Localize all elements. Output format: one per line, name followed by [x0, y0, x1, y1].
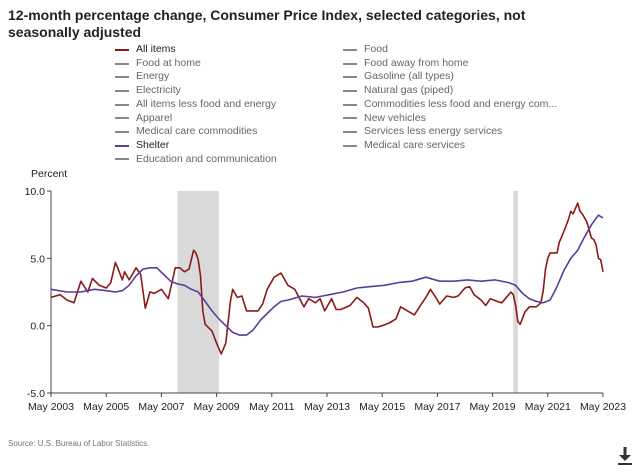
legend-item[interactable]: Food — [343, 43, 583, 57]
legend-item[interactable]: Gasoline (all types) — [343, 70, 583, 84]
legend-swatch — [343, 89, 357, 92]
legend-item[interactable]: All items less food and energy — [115, 98, 343, 112]
series-line-shelter — [50, 214, 604, 336]
legend: All items Food Food at home Food away from … — [115, 43, 585, 166]
series-line-all-items — [50, 202, 604, 355]
legend-swatch — [115, 131, 129, 134]
legend-swatch — [343, 144, 357, 147]
x-tick-label: May 2005 — [83, 401, 129, 413]
legend-swatch — [115, 117, 129, 120]
recession-band — [513, 191, 518, 393]
legend-swatch — [343, 62, 357, 65]
x-tick-label: May 2011 — [249, 401, 294, 413]
legend-swatch — [343, 117, 357, 120]
y-axis-title: Percent — [31, 168, 68, 180]
legend-item[interactable]: Electricity — [115, 84, 343, 98]
legend-item[interactable]: New vehicles — [343, 112, 583, 126]
source-note: Source: U.S. Bureau of Labor Statistics. — [8, 439, 150, 448]
legend-swatch — [115, 62, 129, 65]
legend-swatch — [343, 76, 357, 79]
x-tick-label: May 2003 — [28, 401, 74, 413]
legend-item[interactable]: Medical care commodities — [115, 125, 343, 139]
legend-item[interactable]: Energy — [115, 70, 343, 84]
legend-swatch — [115, 48, 129, 51]
x-tick-label: May 2019 — [470, 401, 516, 413]
legend-item[interactable]: Natural gas (piped) — [343, 84, 583, 98]
x-tick-label: May 2009 — [194, 401, 240, 413]
y-tick-label: 0.0 — [30, 321, 45, 333]
legend-item[interactable]: Services less energy services — [343, 125, 583, 139]
legend-item[interactable]: Food away from home — [343, 57, 583, 71]
y-tick-label: 10.0 — [25, 186, 46, 198]
legend-item[interactable]: All items — [115, 43, 343, 57]
legend-item[interactable]: Medical care services — [343, 139, 583, 153]
legend-swatch — [115, 89, 129, 92]
y-tick-label: 5.0 — [30, 253, 45, 265]
legend-item[interactable]: Food at home — [115, 57, 343, 71]
legend-swatch — [115, 158, 129, 161]
download-button[interactable] — [617, 446, 633, 466]
legend-item[interactable]: Shelter — [115, 139, 343, 153]
legend-item[interactable]: Education and communication — [115, 153, 343, 167]
legend-swatch — [115, 76, 129, 79]
legend-swatch — [343, 48, 357, 51]
chart-title: 12-month percentage change, Consumer Pri… — [8, 7, 526, 40]
legend-swatch — [343, 103, 357, 106]
x-tick-label: May 2017 — [414, 401, 460, 413]
legend-swatch — [115, 103, 129, 106]
x-tick-label: May 2021 — [525, 401, 571, 413]
legend-item[interactable]: Apparel — [115, 112, 343, 126]
y-tick-label: -5.0 — [27, 388, 45, 400]
legend-item[interactable]: Commodities less food and energy com... — [343, 98, 583, 112]
x-tick-label: May 2015 — [359, 401, 405, 413]
download-icon — [618, 447, 632, 465]
legend-swatch — [115, 144, 129, 147]
x-tick-label: May 2007 — [138, 401, 184, 413]
x-tick-label: May 2023 — [580, 401, 626, 413]
x-tick-label: May 2013 — [304, 401, 350, 413]
legend-swatch — [343, 131, 357, 134]
